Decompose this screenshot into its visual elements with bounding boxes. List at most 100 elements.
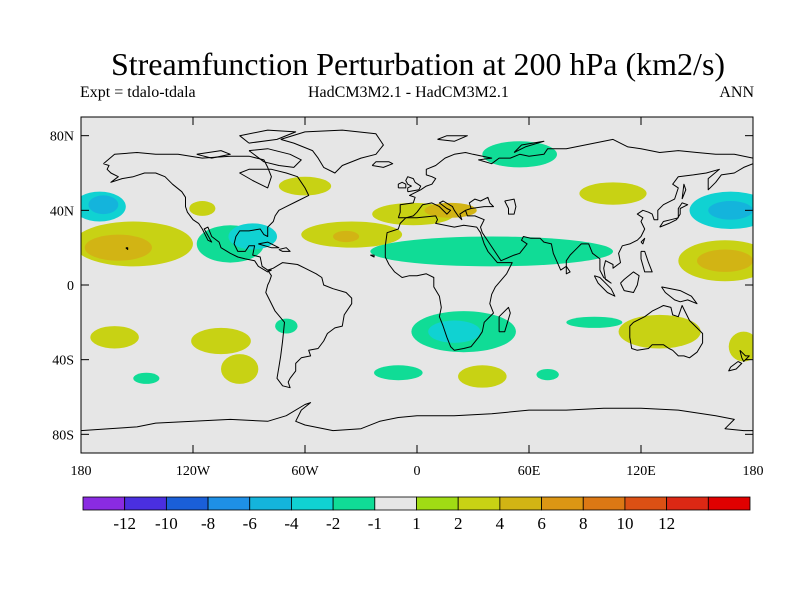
colorbar-swatch (291, 496, 334, 511)
anomaly-contour-28 (566, 316, 623, 328)
colorbar-swatch (624, 496, 668, 511)
coastline-eurasia (397, 138, 753, 284)
x-tick-label: 60E (518, 464, 541, 479)
anomaly-contour-24 (374, 365, 423, 381)
y-tick-label: 80S (52, 428, 74, 443)
colorbar-swatch (457, 496, 501, 511)
x-tick-label: 180 (743, 464, 764, 479)
y-tick-label: 40S (52, 354, 74, 369)
colorbar-label: 6 (537, 514, 546, 533)
experiment-label: Expt = tdalo-tdala (80, 84, 196, 101)
colorbar: -12 -10 -8 -6 -4 -2 -1 1 2 4 6 8 10 12 (82, 496, 751, 533)
colorbar-label: 2 (454, 514, 463, 533)
coastline-sri-lanka (565, 266, 571, 275)
colorbar-swatch (374, 496, 417, 511)
coastline-cape-verde (370, 254, 375, 258)
colorbar-swatch (249, 496, 292, 511)
coastline-taiwan (640, 237, 646, 245)
colorbar-label: -1 (368, 514, 382, 533)
colorbar-swatch (332, 496, 376, 511)
colorbar-swatch (82, 496, 126, 511)
colorbar-swatch (124, 496, 167, 511)
anomaly-contour-3 (84, 234, 152, 261)
colorbar-label: 12 (658, 514, 675, 533)
y-tick-label: 40N (50, 204, 74, 219)
anomaly-contour-18 (697, 249, 753, 272)
coastline-cuba (258, 241, 280, 249)
colorbar-label: 1 (412, 514, 421, 533)
anomaly-contour-19 (90, 326, 139, 349)
anomaly-contour-22 (275, 318, 298, 334)
map-axes: 80N 40N 0 40S 80S 180 120W 60W 0 60E 120E 180 (50, 117, 764, 479)
coastline-sumatra (593, 275, 616, 297)
colorbar-label: -2 (326, 514, 340, 533)
coastline-layer (81, 129, 753, 432)
anomaly-contour-23 (133, 372, 160, 384)
colorbar-swatch (165, 496, 209, 511)
y-tick-label: 0 (67, 279, 74, 294)
anomaly-contour-6 (189, 201, 216, 216)
colorbar-swatch (207, 496, 251, 511)
coastline-ireland (397, 181, 407, 189)
coastline-australia (629, 305, 704, 359)
anomaly-contour-1 (88, 195, 119, 215)
colorbar-label: -10 (155, 514, 178, 533)
anomaly-contour-26 (428, 320, 481, 343)
colorbar-label: -12 (113, 514, 136, 533)
colorbar-swatch (707, 496, 751, 511)
coastline-victoria-isl (196, 150, 231, 159)
x-tick-label: 0 (414, 464, 421, 479)
x-tick-label: 120E (626, 464, 656, 479)
coastline-iceland (371, 161, 394, 168)
colorbar-label: 10 (616, 514, 633, 533)
coastline-africa (384, 215, 513, 351)
coastline-antarctica (81, 402, 753, 432)
colorbar-label: -4 (284, 514, 299, 533)
anomaly-contour-16 (708, 201, 753, 220)
coastline-philippines (640, 250, 653, 273)
coastline-caspian (504, 198, 517, 215)
coastline-baffin (248, 148, 302, 168)
colorbar-label: 8 (579, 514, 588, 533)
coastline-hawaii (125, 247, 129, 250)
anomaly-contour-12 (370, 236, 613, 267)
coastline-svalbard (437, 135, 468, 142)
coastline-japan (659, 202, 689, 228)
season-label: ANN (719, 84, 754, 101)
anomaly-layer (81, 141, 753, 388)
anomaly-contour-14 (579, 182, 647, 205)
colorbar-swatch (541, 496, 584, 511)
anomaly-contour-9 (333, 230, 360, 243)
anomaly-contour-29 (618, 314, 701, 349)
y-tick-label: 80N (50, 130, 74, 145)
coastline-new-guinea (661, 286, 698, 305)
x-tick-label: 120W (176, 464, 211, 479)
anomaly-contour-27 (458, 365, 507, 388)
colorbar-label: -8 (201, 514, 215, 533)
coastline-greenland (280, 129, 384, 174)
coastline-south-america (265, 262, 353, 389)
colorbar-swatch (416, 496, 459, 511)
x-tick-label: 180 (71, 464, 92, 479)
colorbar-label: -6 (243, 514, 257, 533)
coastline-nz-north (739, 349, 750, 362)
coastline-north-america (103, 152, 310, 273)
colorbar-swatch (666, 496, 709, 511)
anomaly-contour-31 (728, 331, 753, 362)
coastline-britain (405, 176, 422, 193)
colorbar-label: 4 (496, 514, 505, 533)
coastline-nz-south (728, 361, 743, 372)
model-label: HadCM3M2.1 - HadCM3M2.1 (308, 84, 509, 101)
coastline-ellesmere (239, 129, 297, 144)
colorbar-swatch (499, 496, 542, 511)
coastline-sakhalin (681, 183, 687, 200)
colorbar-swatch (582, 496, 626, 511)
map-title: Streamfunction Perturbation at 200 hPa (… (110, 46, 726, 82)
x-tick-label: 60W (291, 464, 319, 479)
coastline-hispaniola (278, 247, 291, 252)
map-background (81, 117, 753, 453)
anomaly-contour-20 (191, 327, 251, 355)
anomaly-contour-7 (278, 176, 332, 196)
coastline-borneo (620, 271, 640, 293)
